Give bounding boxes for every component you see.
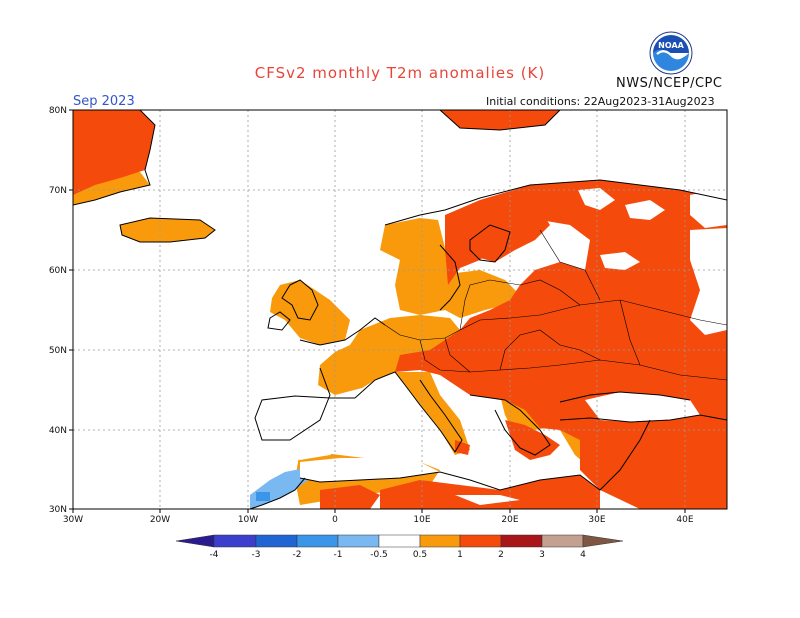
colorbar-swatch (296, 534, 339, 548)
colorbar-swatch (419, 534, 461, 548)
map-frame (72, 109, 728, 510)
lon-label: 20W (150, 515, 170, 525)
lat-label: 40N (49, 426, 67, 436)
anomaly-1-2-areas (73, 110, 727, 509)
lat-label: 60N (49, 266, 67, 276)
lat-label: 50N (49, 346, 67, 356)
colorbar-label: 4 (580, 550, 586, 560)
lon-label: 10E (413, 515, 430, 525)
colorbar-label: 2 (498, 550, 504, 560)
colorbar-label: -1 (334, 550, 343, 560)
anomaly-neg-1-2-areas (256, 492, 270, 501)
lat-label: 80N (49, 106, 67, 116)
colorbar-label: 1 (457, 550, 463, 560)
colorbar-label: -0.5 (370, 550, 388, 560)
noaa-logo: NOAA (649, 31, 693, 75)
colorbar-label: -2 (293, 550, 302, 560)
lon-label: 30W (63, 515, 83, 525)
lon-label: 0 (332, 515, 338, 525)
colorbar-label: -4 (210, 550, 219, 560)
colorbar-swatch (541, 534, 584, 548)
colorbar-label: 0.5 (413, 550, 427, 560)
colorbar-swatch (255, 534, 298, 548)
lat-label: 70N (49, 186, 67, 196)
forecast-month: Sep 2023 (73, 94, 135, 109)
colorbar: -4 -3 -2 -1 -0.5 0.5 1 2 3 4 (175, 534, 624, 560)
colorbar-label: -3 (252, 550, 261, 560)
neutral-areas (255, 188, 727, 505)
colorbar-swatch (337, 534, 380, 548)
initial-conditions: Initial conditions: 22Aug2023-31Aug2023 (486, 95, 715, 108)
lon-label: 20E (501, 515, 518, 525)
colorbar-swatch (459, 534, 502, 548)
noaa-logo-text: NOAA (658, 41, 684, 50)
lon-labels: 30W 20W 10W 0 10E 20E 30E 40E (63, 515, 694, 525)
colorbar-swatch (500, 534, 543, 548)
colorbar-arrow-low (175, 534, 215, 548)
axis-ticks (69, 109, 686, 513)
country-borders (384, 229, 727, 381)
colorbar-arrow-high (582, 534, 624, 548)
lon-label: 10W (238, 515, 258, 525)
lon-label: 30E (588, 515, 605, 525)
colorbar-swatch (213, 534, 257, 548)
lat-label: 30N (49, 505, 67, 515)
colorbar-swatch (378, 534, 421, 548)
agency-label: NWS/NCEP/CPC (616, 76, 723, 91)
colorbar-label: 3 (539, 550, 545, 560)
lat-labels: 80N 70N 60N 50N 40N 30N (49, 106, 67, 515)
coastlines (73, 110, 727, 509)
lon-label: 40E (676, 515, 693, 525)
graticule (73, 110, 727, 509)
map-title: CFSv2 monthly T2m anomalies (K) (254, 64, 546, 82)
